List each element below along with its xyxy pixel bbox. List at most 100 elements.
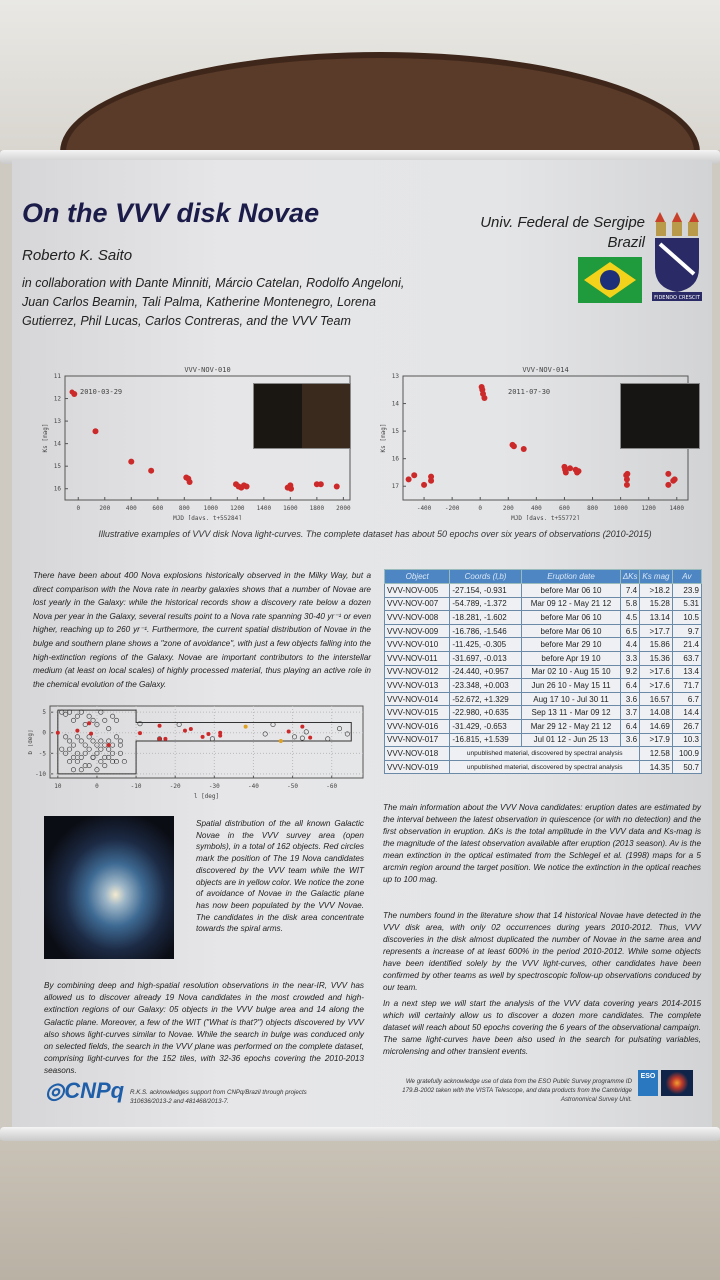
image-cutouts-nov-010 (253, 383, 351, 449)
known-nova-point (59, 709, 65, 715)
chart-title: VVV-NOV-014 (522, 366, 568, 374)
x-tick-label: 200 (503, 505, 514, 512)
y-tick-label: 17 (392, 483, 400, 490)
table-cell: 50.7 (671, 759, 703, 775)
table-cell: unpublished material, discovered by spec… (449, 746, 641, 761)
brazil-flag-icon (578, 257, 642, 303)
vvv-nova-point (157, 736, 162, 741)
data-point (520, 446, 527, 453)
known-nova-point (98, 738, 104, 744)
table-cell: VVV-NOV-011 (383, 650, 451, 666)
data-point (243, 483, 250, 490)
table-cell: 6.4 (620, 678, 641, 693)
known-nova-point (98, 709, 104, 715)
y-tick-label: 15 (54, 463, 62, 470)
y-axis-label: Ks [mag] (42, 424, 49, 453)
known-nova-point (117, 750, 123, 756)
table-cell: 23.9 (671, 583, 703, 598)
y-tick-label: 5 (42, 709, 46, 716)
known-nova-point (74, 713, 80, 719)
table-cell: 3.6 (620, 691, 641, 707)
table-cell: Jun 26 10 - May 15 11 (520, 678, 622, 693)
data-point (481, 395, 488, 402)
table-row: VVV-NOV-008 -18.281, -1.602 before Mar 06 … (383, 610, 703, 625)
known-nova-point (94, 750, 100, 756)
table-cell: 9.2 (620, 664, 641, 680)
known-nova-point (70, 767, 76, 773)
table-cell: VVV-NOV-015 (383, 705, 451, 720)
known-nova-point (102, 754, 108, 760)
table-cell: 3.6 (620, 732, 641, 748)
x-axis-label: MJD [days, t+55284] (173, 515, 242, 520)
known-nova-point (70, 742, 76, 748)
image-cutouts-nov-014 (620, 383, 700, 449)
column-header: Ks mag (639, 569, 673, 584)
data-point (665, 481, 672, 488)
table-cell: -11.425, -0.305 (449, 637, 522, 652)
x-tick-label: 2000 (336, 505, 351, 512)
author: Roberto K. Saito (22, 247, 133, 264)
vvv-nova-point (206, 731, 211, 736)
known-nova-point (70, 717, 76, 723)
wall-bottom (0, 1140, 720, 1280)
known-nova-point (106, 754, 112, 760)
table-cell: -27.154, -0.931 (449, 583, 522, 598)
known-nova-point (74, 759, 80, 765)
table-cell: -31.429, -0.653 (449, 718, 522, 734)
known-nova-point (110, 759, 116, 765)
known-nova-point (86, 734, 92, 740)
table-cell: VVV-NOV-005 (383, 583, 451, 598)
known-nova-point (63, 734, 69, 740)
known-nova-point (59, 746, 65, 752)
table-cell: 6.7 (671, 691, 703, 707)
vvv-nova-point (106, 743, 111, 748)
known-nova-point (67, 738, 73, 744)
table-cell: 10.3 (671, 732, 703, 748)
vvv-nova-point (218, 733, 223, 738)
table-cell: -18.281, -1.602 (449, 610, 522, 625)
x-tick-label: 0 (76, 505, 80, 512)
table-cell: 10.5 (671, 610, 703, 625)
x-tick-label: -60 (326, 783, 337, 790)
table-row: VVV-NOV-005 -27.154, -0.931 before Mar 06 … (383, 583, 703, 598)
table-cell: VVV-NOV-017 (383, 732, 451, 748)
date-annotation: 2011-07-30 (508, 388, 550, 396)
galactic-distribution-chart: 10 0 -10 -20 -30 -40 -50 -60 5 0 -5 -10 l [deg] b [de… (28, 705, 364, 800)
vvv-nova-point (89, 731, 94, 736)
known-nova-point (117, 742, 123, 748)
y-tick-label: 12 (54, 396, 62, 403)
table-row: VVV-NOV-012 -24.440, +0.957 Mar 02 10 - Au… (383, 664, 703, 680)
table-row: VVV-NOV-018 unpublished material, discove… (383, 746, 703, 761)
table-cell: 3.7 (620, 705, 641, 720)
data-point (411, 472, 418, 479)
table-cell: >18.2 (639, 583, 673, 598)
known-nova-point (102, 742, 108, 748)
known-nova-point (74, 734, 80, 740)
known-nova-point (176, 722, 182, 728)
known-nova-point (90, 717, 96, 723)
table-row: VVV-NOV-015 -22.980, +0.635 Sep 13 11 - Ma… (383, 705, 703, 720)
vvv-nova-point (308, 735, 313, 740)
column-header: ΔKs (620, 569, 641, 584)
known-nova-point (121, 759, 127, 765)
y-axis-label: Ks [mag] (380, 424, 387, 453)
data-point (428, 477, 435, 484)
table-cell: >17.9 (639, 732, 673, 748)
known-nova-point (78, 754, 84, 760)
data-point (186, 478, 193, 485)
table-cell: 14.08 (639, 705, 673, 720)
table-cell: Mar 09 12 - May 21 12 (520, 596, 622, 612)
y-tick-label: 0 (42, 730, 46, 737)
table-cell: Jul 01 12 - Jun 25 13 (520, 732, 622, 748)
table-cell: 14.69 (639, 718, 673, 734)
cnpq-acknowledgement: R.K.S. acknowledges support from CNPq/Br… (130, 1089, 307, 1105)
known-nova-point (114, 717, 120, 723)
nova-candidates-table: Object Coords (l,b) Eruption date ΔKs Ks mag… (383, 569, 703, 775)
eso-logo: ESO (638, 1070, 658, 1096)
table-row: VVV-NOV-017 -16.815, +1.539 Jul 01 12 - Ju… (383, 732, 703, 748)
affiliation-name: Univ. Federal de Sergipe (480, 214, 645, 231)
column-header: Coords (l,b) (449, 569, 522, 584)
x-tick-label: 0 (478, 505, 482, 512)
table-cell: 6.4 (620, 718, 641, 734)
x-tick-label: 1000 (613, 505, 628, 512)
